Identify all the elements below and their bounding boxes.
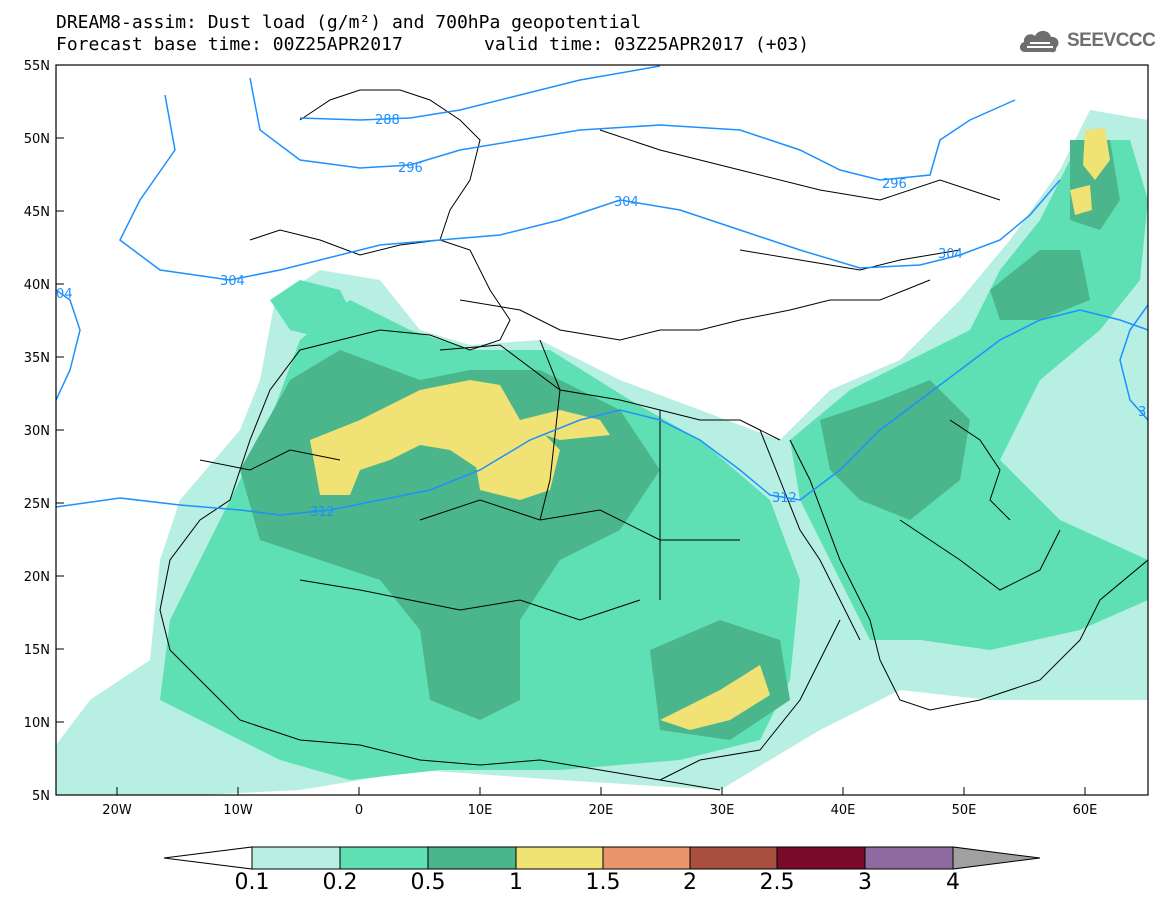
x-axis-labels: 20W 10W 0 10E 20E 30E 40E 50E 60E [102,803,1097,818]
colorbar-swatch [776,846,866,870]
colorbar-label: 0.5 [410,870,446,895]
colorbar-label: 0.1 [234,870,270,895]
contour-label-304: 304 [614,195,639,210]
geopotential-contours [56,65,1148,516]
y-tick-label: 55N [24,59,50,74]
x-tick-label: 20E [589,803,614,818]
contour-label-288: 288 [375,113,400,128]
colorbar-swatch [251,846,341,870]
colorbar-label: 2.5 [759,870,795,895]
y-tick-label: 25N [24,497,50,512]
y-tick-label: 15N [24,643,50,658]
y-tick-label: 10N [24,716,50,731]
forecast-base-time: Forecast base time: 00Z25APR2017 [56,34,403,55]
colorbar-swatch [515,846,604,870]
y-tick-label: 45N [24,205,50,220]
y-tick-label: 5N [32,789,50,804]
colorbar-label: 3 [858,870,872,895]
contour-label-3: 3 [1138,405,1146,420]
x-tick-label: 10W [223,803,253,818]
x-tick-label: 50E [952,803,977,818]
y-axis-labels: 55N 50N 45N 40N 35N 30N 25N 20N 15N 10N … [24,59,50,804]
colorbar-swatch [427,846,517,870]
colorbar-low-arrow [163,846,253,870]
x-tick-label: 20W [102,803,132,818]
contour-label-304: 304 [220,274,245,289]
colorbar-swatch [864,846,954,870]
x-tick-label: 10E [468,803,493,818]
colorbar-swatch [602,846,691,870]
colorbar-swatch [339,846,429,870]
y-tick-label: 30N [24,424,50,439]
seevccc-logo: SEEVCCC [1017,25,1157,57]
contour-label-296: 296 [882,177,907,192]
colorbar-label: 1 [509,870,523,895]
contour-label-296: 296 [398,161,423,176]
x-axis-ticks [116,787,1086,795]
x-tick-label: 40E [831,803,856,818]
y-tick-label: 20N [24,570,50,585]
contour-label-304: 304 [938,247,963,262]
x-tick-label: 60E [1073,803,1098,818]
logo-text: SEEVCCC [1067,30,1156,51]
contour-label-312: 312 [310,505,335,520]
y-tick-label: 35N [24,351,50,366]
valid-time: valid time: 03Z25APR2017 (+03) [484,34,810,55]
colorbar-label: 0.2 [322,870,358,895]
y-axis-ticks [56,137,64,723]
colorbar-swatch [689,846,778,870]
cloud-icon [1019,30,1059,53]
x-tick-label: 30E [710,803,735,818]
y-tick-label: 50N [24,132,50,147]
contour-labels: 288 296 296 304 304 304 312 312 04 3 [56,113,1146,520]
colorbar [163,846,1041,870]
map-title: DREAM8-assim: Dust load (g/m²) and 700hP… [56,12,642,33]
contour-label-312: 312 [772,491,797,506]
y-tick-label: 40N [24,278,50,293]
colorbar-label: 4 [946,870,960,895]
dust-load-shading [56,110,1148,795]
colorbar-label: 1.5 [585,870,621,895]
contour-label-04: 04 [56,287,73,302]
colorbar-label: 2 [683,870,697,895]
coastlines-and-borders [159,89,1148,791]
x-tick-label: 0 [355,803,363,818]
colorbar-high-arrow [952,846,1041,870]
